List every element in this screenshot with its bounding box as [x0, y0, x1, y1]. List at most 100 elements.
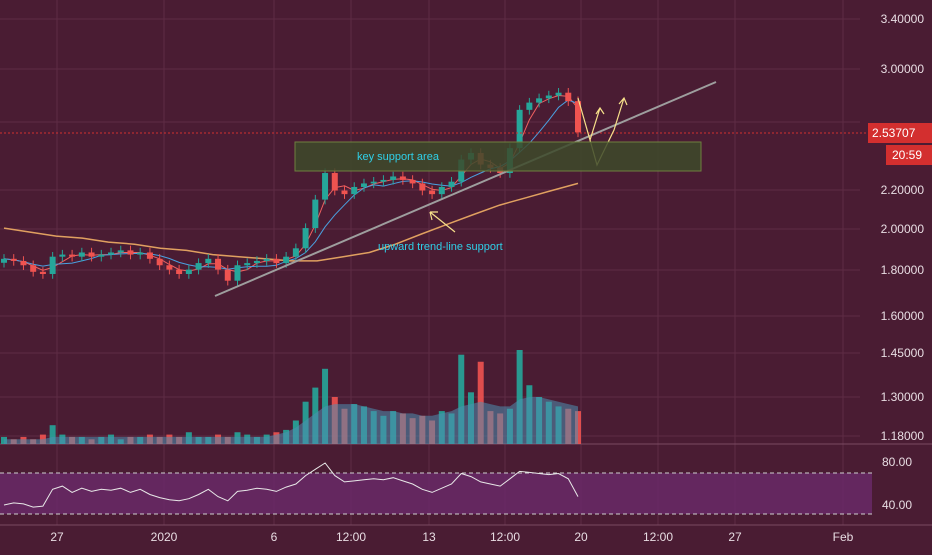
current-price-value: 2.53707 [872, 126, 916, 140]
candle-body [166, 265, 173, 270]
candle-body [370, 181, 377, 184]
candle-body [224, 269, 231, 281]
candle-body [565, 92, 572, 102]
volume-bar [458, 354, 465, 444]
current-price-tag [868, 123, 932, 143]
candle-body [273, 258, 280, 264]
rsi-indicator [3, 462, 579, 508]
candle-body [156, 258, 163, 266]
countdown-tag [886, 145, 932, 165]
drawings[interactable] [0, 81, 868, 297]
candle-body [59, 254, 66, 257]
y-tick-label: 3.00000 [881, 62, 925, 76]
y-tick-label: 2.00000 [881, 222, 925, 236]
candle-body [263, 258, 270, 261]
x-tick-label: 13 [422, 530, 436, 544]
candle-body [98, 254, 105, 257]
candle-body [438, 186, 445, 195]
volume-ma-area [4, 397, 578, 444]
candle-body [30, 265, 37, 272]
support-area-box[interactable] [294, 141, 702, 172]
x-tick-label: 27 [50, 530, 64, 544]
candle-body [536, 98, 543, 103]
candle-body [409, 179, 416, 184]
x-tick-label: 6 [271, 530, 278, 544]
candle-body [146, 252, 153, 259]
candle-body [49, 256, 56, 275]
candle-body [176, 269, 183, 275]
support-area-label: key support area [357, 151, 440, 163]
candle-body [429, 190, 436, 195]
candle-body [555, 92, 562, 96]
rsi-line [3, 462, 579, 508]
candle-body [302, 228, 309, 249]
candlesticks [1, 88, 581, 286]
rsi-tick-label: 40.00 [882, 498, 912, 512]
countdown-value: 20:59 [892, 148, 922, 162]
candle-body [244, 263, 251, 266]
candle-body [88, 252, 95, 257]
candle-body [292, 248, 299, 257]
candle-body [322, 173, 329, 200]
candle-body [215, 258, 222, 270]
y-tick-label: 3.40000 [881, 12, 925, 26]
volume-bars [1, 350, 581, 444]
x-tick-label: Feb [833, 530, 854, 544]
volume-bar [49, 425, 56, 444]
ma-long-line [3, 182, 579, 262]
candle-body [20, 260, 27, 266]
x-tick-label: 12:00 [643, 530, 673, 544]
arrow-trendline-pointer [429, 211, 456, 233]
candle-body [127, 250, 134, 255]
candle-body [39, 271, 46, 275]
candle-body [137, 252, 144, 255]
candle-body [516, 109, 523, 149]
x-tick-label: 2020 [151, 530, 178, 544]
volume-bar [516, 350, 523, 444]
candle-body [360, 183, 367, 187]
candle-body [108, 252, 115, 255]
candle-body [1, 258, 7, 263]
rsi-tick-label: 80.00 [882, 455, 912, 469]
x-tick-label: 12:00 [336, 530, 366, 544]
candle-body [399, 176, 406, 180]
candle-body [117, 250, 124, 253]
candle-body [526, 102, 533, 110]
rsi-band [0, 472, 872, 515]
candle-body [195, 263, 202, 270]
candle-body [331, 173, 338, 191]
arrow-bounce-up [577, 97, 605, 143]
candle-body [283, 256, 290, 264]
candle-body [10, 258, 17, 261]
candle-body [185, 269, 192, 275]
axes: 27 2020 6 12:00 13 12:00 20 12:00 27 Feb 3.40000 3.… [50, 12, 924, 544]
candle-body [341, 190, 348, 195]
x-tick-label: 27 [728, 530, 742, 544]
trendline-label: upward trend-line support [378, 241, 503, 253]
candle-body [545, 95, 552, 99]
volume-bar [322, 368, 329, 444]
candle-body [69, 254, 76, 257]
y-tick-label: 1.60000 [881, 309, 925, 323]
candle-body [448, 181, 455, 187]
candle-body [575, 101, 581, 133]
y-tick-label: 1.30000 [881, 390, 925, 404]
y-tick-label: 1.45000 [881, 346, 925, 360]
y-tick-label: 2.20000 [881, 183, 925, 197]
candle-body [390, 176, 397, 180]
candle-body [419, 183, 426, 191]
y-tick-label: 1.80000 [881, 263, 925, 277]
candle-body [234, 265, 241, 281]
candle-body [380, 179, 387, 182]
grid [0, 0, 932, 526]
candle-body [312, 199, 319, 229]
y-tick-label: 1.18000 [881, 429, 925, 443]
candle-body [351, 186, 358, 195]
candle-body [205, 258, 212, 264]
x-tick-label: 20 [574, 530, 588, 544]
candle-body [78, 252, 85, 257]
trendline [214, 81, 717, 297]
x-tick-label: 12:00 [490, 530, 520, 544]
